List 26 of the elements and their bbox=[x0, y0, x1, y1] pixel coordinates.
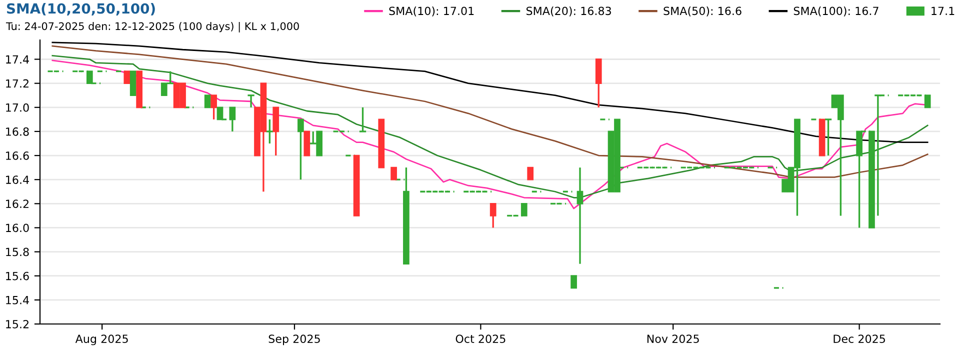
y-tick-label: 17.2 bbox=[6, 79, 28, 88]
y-tick-label: 16.0 bbox=[6, 224, 29, 232]
line-series bbox=[52, 45, 928, 178]
legend-label: 17.1 bbox=[932, 6, 954, 15]
x-tick-label: Sep 2025 bbox=[268, 334, 320, 346]
y-tick-label: 15.8 bbox=[6, 248, 29, 256]
y-tick-label: 16.8 bbox=[6, 127, 29, 136]
chart-subtitle: Tu: 24-07-2025 den: 12-12-2025 (100 days) | KL x 1,000 bbox=[6, 22, 299, 32]
y-tick-label: 15.6 bbox=[6, 272, 29, 280]
legend-label: SMA(10): 17.01 bbox=[389, 6, 474, 16]
x-tick-label: Nov 2025 bbox=[647, 334, 699, 344]
legend-label: SMA(20): 16.83 bbox=[526, 6, 611, 16]
y-tick-label: 16.2 bbox=[6, 200, 28, 208]
y-tick-label: 15.2 bbox=[6, 320, 28, 328]
x-tick-label: Aug 2025 bbox=[75, 334, 128, 346]
x-tick-label: Dec 2025 bbox=[834, 334, 885, 344]
y-tick-label: 16.4 bbox=[6, 176, 29, 184]
y-tick-label: 15.4 bbox=[6, 296, 29, 304]
y-tick-label: 16.6 bbox=[6, 152, 29, 160]
legend-label: SMA(100): 16.7 bbox=[794, 6, 878, 16]
legend-label: SMA(50): 16.6 bbox=[664, 6, 742, 16]
y-tick-label: 17.4 bbox=[6, 55, 29, 64]
line-series bbox=[52, 42, 928, 143]
y-tick-label: 17.0 bbox=[6, 103, 29, 112]
x-tick-label: Oct 2025 bbox=[456, 334, 506, 344]
chart-title: SMA(10,20,50,100) bbox=[6, 3, 155, 16]
